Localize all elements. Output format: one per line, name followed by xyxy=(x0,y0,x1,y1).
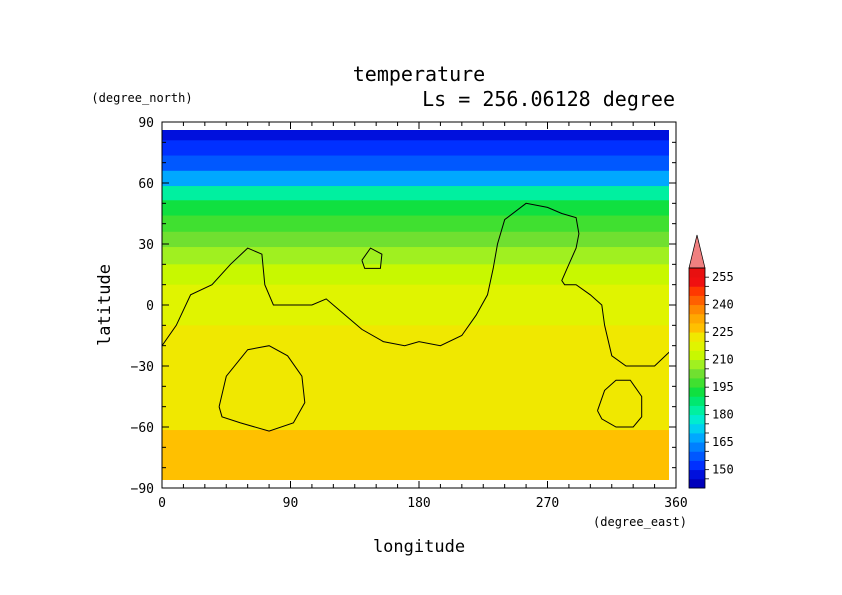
y-tick-label: 60 xyxy=(138,177,154,192)
contour-line xyxy=(597,379,643,428)
temperature-band xyxy=(162,305,669,326)
colorbar-swatch xyxy=(689,414,705,425)
contour-line xyxy=(361,247,383,269)
colorbar-label: 165 xyxy=(712,435,734,449)
x-axis-label: longitude xyxy=(373,537,465,557)
x-axis-ticks: 0 90 180 270 360 xyxy=(158,496,688,511)
temperature-band xyxy=(162,247,669,265)
colorbar-label: 225 xyxy=(712,325,734,339)
colorbar-swatch xyxy=(689,460,705,471)
temperature-band xyxy=(162,231,669,248)
y-unit-label: (degree_north) xyxy=(91,91,192,105)
colorbar-swatch xyxy=(689,350,705,361)
chart-subtitle: Ls = 256.06128 degree xyxy=(422,87,675,111)
colorbar-swatch xyxy=(689,332,705,342)
temperature-band xyxy=(162,325,669,347)
temperature-band xyxy=(162,215,669,233)
y-tick-label: 0 xyxy=(146,299,154,314)
x-tick-label: 0 xyxy=(158,496,166,511)
colorbar-swatch xyxy=(689,368,705,379)
colorbar-swatch xyxy=(689,341,705,351)
x-unit-label: (degree_east) xyxy=(593,515,687,529)
x-tick-label: 180 xyxy=(407,496,430,511)
colorbar-swatch xyxy=(689,286,705,296)
colorbar-swatch xyxy=(689,405,705,416)
temperature-band xyxy=(162,186,669,201)
colorbar: 255 240 225 210 195 180 165 150 xyxy=(688,234,734,489)
y-tick-label: −60 xyxy=(131,421,154,436)
colorbar-extend-arrow xyxy=(688,234,706,269)
temperature-band xyxy=(162,200,669,217)
colorbar-label: 195 xyxy=(712,380,734,394)
y-axis-ticks: 90 60 30 0 −30 −60 −90 xyxy=(131,116,154,497)
y-tick-label: −90 xyxy=(131,482,154,497)
temperature-band xyxy=(162,460,669,480)
colorbar-swatch xyxy=(689,323,705,333)
contour-line xyxy=(218,345,306,432)
temperature-band xyxy=(162,130,669,141)
temperature-band xyxy=(162,170,669,187)
temperature-band xyxy=(162,140,669,157)
colorbar-swatch xyxy=(689,478,705,489)
x-tick-label: 90 xyxy=(283,496,299,511)
colorbar-swatch xyxy=(689,304,705,315)
colorbar-swatch xyxy=(689,378,705,388)
x-tick-label: 270 xyxy=(536,496,559,511)
colorbar-swatch xyxy=(689,396,705,406)
colorbar-label: 180 xyxy=(712,408,734,422)
y-tick-label: 90 xyxy=(138,116,154,131)
y-tick-label: −30 xyxy=(131,360,154,375)
temperature-band xyxy=(162,401,669,431)
colorbar-swatch xyxy=(689,313,705,324)
y-axis-label: latitude xyxy=(95,264,115,346)
temperature-band xyxy=(162,155,669,172)
colorbar-label: 255 xyxy=(712,270,734,284)
y-tick-label: 30 xyxy=(138,238,154,253)
colorbar-swatch xyxy=(689,423,705,434)
colorbar-swatch xyxy=(689,442,705,452)
temperature-band xyxy=(162,371,669,403)
colorbar-swatch xyxy=(689,433,705,443)
colorbar-label: 150 xyxy=(712,463,734,477)
colorbar-label: 240 xyxy=(712,298,734,312)
axis-tick-marks xyxy=(161,121,677,489)
temperature-band xyxy=(162,430,669,462)
contour-line xyxy=(162,202,669,367)
colorbar-swatch xyxy=(689,451,705,461)
temperature-band xyxy=(162,284,669,306)
colorbar-swatch xyxy=(689,268,705,278)
contour-lines xyxy=(162,202,669,432)
x-tick-label: 360 xyxy=(664,496,687,511)
colorbar-swatch xyxy=(689,277,705,287)
colorbar-swatch xyxy=(689,359,705,370)
chart-title: temperature xyxy=(353,62,485,86)
temperature-band xyxy=(162,345,669,372)
temperature-field xyxy=(162,130,669,480)
colorbar-swatch xyxy=(689,295,705,306)
temperature-band xyxy=(162,264,669,286)
colorbar-swatch xyxy=(689,387,705,397)
colorbar-label: 210 xyxy=(712,353,734,367)
colorbar-swatch xyxy=(689,469,705,480)
